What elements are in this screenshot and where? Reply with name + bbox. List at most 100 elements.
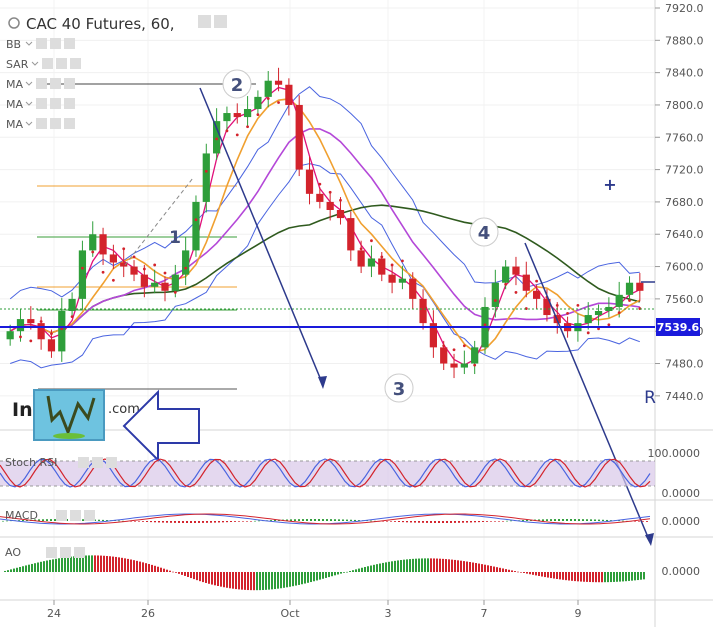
- indicator-label[interactable]: SAR: [6, 58, 29, 71]
- candle-body: [347, 218, 355, 251]
- gear-icon[interactable]: [60, 547, 71, 558]
- ao-bar: [319, 572, 321, 580]
- eye-icon[interactable]: [36, 38, 47, 49]
- price-tick-label: 7720.0: [665, 164, 704, 177]
- ao-bar: [139, 561, 141, 572]
- gear-icon[interactable]: [50, 38, 61, 49]
- macd-bar: [254, 520, 256, 522]
- macd-bar: [510, 520, 512, 522]
- gear-icon[interactable]: [92, 457, 103, 468]
- close-icon[interactable]: [74, 547, 85, 558]
- chart-title: CAC 40 Futures, 60,: [26, 15, 175, 33]
- macd-bar: [22, 519, 24, 521]
- macd-controls[interactable]: [56, 510, 95, 521]
- eye-icon[interactable]: [56, 510, 67, 521]
- gear-icon[interactable]: [70, 510, 81, 521]
- gear-icon[interactable]: [50, 118, 61, 129]
- sar-dot: [401, 259, 404, 263]
- close-icon[interactable]: [64, 118, 75, 129]
- time-tick-label: 26: [141, 607, 155, 620]
- candle-body: [367, 258, 376, 267]
- trend-arrow-2[interactable]: [524, 242, 651, 543]
- ao-bar: [556, 572, 558, 579]
- ao-bar: [115, 556, 117, 572]
- macd-bar: [46, 519, 48, 521]
- candle-body: [502, 266, 510, 283]
- macd-bar: [246, 521, 248, 522]
- ao-bar: [418, 558, 420, 572]
- gear-icon[interactable]: [214, 15, 227, 28]
- time-tick-label: Oct: [280, 607, 300, 620]
- macd-bar: [202, 521, 204, 523]
- eye-icon[interactable]: [78, 457, 89, 468]
- eye-icon[interactable]: [36, 98, 47, 109]
- ao-label: AO: [5, 546, 21, 559]
- wave-label-4: 4: [478, 223, 491, 244]
- indicator-legend[interactable]: BB SAR MA MA MA: [6, 38, 81, 131]
- ao-bar: [409, 559, 411, 572]
- macd-bar: [442, 521, 444, 523]
- ao-bar: [412, 558, 414, 572]
- eye-icon[interactable]: [36, 118, 47, 129]
- ao-bar: [400, 560, 402, 572]
- dashed-trendline[interactable]: [124, 177, 194, 266]
- macd-bar: [326, 519, 328, 521]
- macd-bar: [102, 519, 104, 521]
- close-icon[interactable]: [84, 510, 95, 521]
- close-icon[interactable]: [64, 38, 75, 49]
- macd-bar: [638, 521, 640, 522]
- stoch-controls[interactable]: [78, 457, 117, 468]
- eye-icon[interactable]: [42, 58, 53, 69]
- ao-bar: [436, 558, 438, 572]
- crosshair-plus-icon[interactable]: +: [603, 175, 616, 194]
- ao-bar: [184, 572, 186, 576]
- eye-icon[interactable]: [36, 78, 47, 89]
- ao-bar: [568, 572, 570, 581]
- sar-dot: [411, 279, 415, 283]
- ao-tick-0: 0.0000: [662, 565, 701, 578]
- sar-dot: [462, 344, 466, 348]
- ao-bar: [565, 572, 567, 581]
- ao-bar: [190, 572, 192, 579]
- close-icon[interactable]: [64, 98, 75, 109]
- eye-icon[interactable]: [198, 15, 211, 28]
- gear-icon[interactable]: [56, 58, 67, 69]
- time-tick-label: 3: [385, 607, 392, 620]
- indicator-label[interactable]: MA: [6, 98, 23, 111]
- macd-bar: [602, 519, 604, 521]
- macd-bar: [490, 521, 492, 522]
- price-tick-label: 7600.0: [665, 261, 704, 274]
- trend-arrow-1[interactable]: [199, 87, 324, 386]
- ao-bar: [304, 572, 306, 584]
- sar-dot: [586, 331, 590, 335]
- gear-icon[interactable]: [50, 98, 61, 109]
- indicator-label[interactable]: MA: [6, 118, 23, 131]
- indicator-label[interactable]: MA: [6, 78, 23, 91]
- ao-bar: [262, 572, 264, 591]
- ao-controls[interactable]: [46, 547, 85, 558]
- eye-icon[interactable]: [46, 547, 57, 558]
- ao-bar: [220, 572, 222, 587]
- ao-bar: [52, 559, 54, 572]
- macd-bar: [170, 521, 172, 523]
- ao-bar: [604, 572, 606, 583]
- close-icon[interactable]: [106, 457, 117, 468]
- macd-bar: [310, 519, 312, 521]
- wave-circle: [384, 373, 414, 403]
- indicator-label[interactable]: BB: [6, 38, 21, 51]
- gear-icon[interactable]: [50, 78, 61, 89]
- macd-bar: [554, 519, 556, 521]
- ao-bar: [94, 555, 96, 572]
- macd-bar: [422, 521, 424, 523]
- title-controls[interactable]: [198, 15, 227, 28]
- macd-bar: [54, 519, 56, 521]
- collapse-icon[interactable]: [8, 17, 20, 29]
- ao-bar: [427, 558, 429, 572]
- time-axis[interactable]: 24 26 Oct 3 7 9: [47, 600, 582, 620]
- close-icon[interactable]: [64, 78, 75, 89]
- sar-dot: [60, 327, 64, 331]
- macd-bar: [290, 519, 292, 521]
- candlesticks: [6, 67, 644, 379]
- close-icon[interactable]: [70, 58, 81, 69]
- ao-bar: [640, 572, 642, 580]
